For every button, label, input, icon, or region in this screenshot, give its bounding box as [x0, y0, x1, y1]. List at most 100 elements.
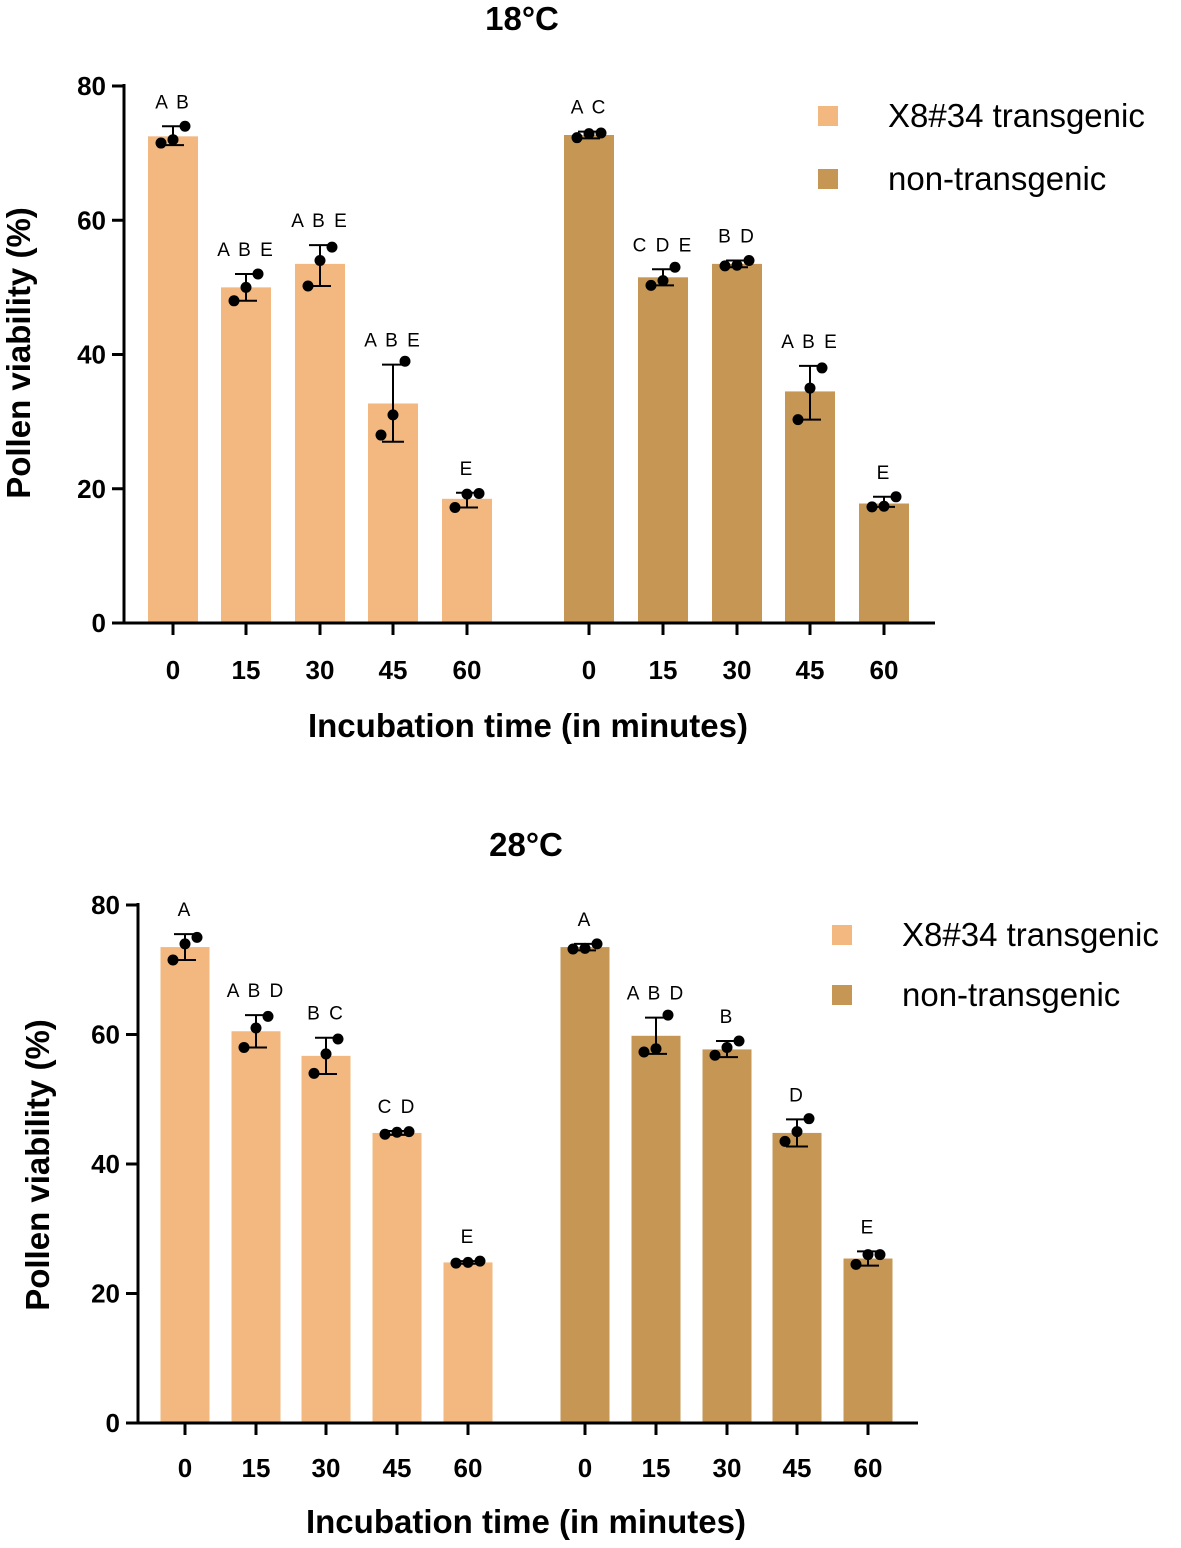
data-point [252, 268, 264, 280]
data-point [709, 1049, 721, 1061]
x-tick-label: 45 [796, 655, 825, 685]
x-tick-label: 60 [870, 655, 899, 685]
data-point [803, 1113, 815, 1125]
data-point [391, 1126, 403, 1138]
data-point [792, 414, 804, 426]
bar [221, 287, 271, 623]
bar [443, 1262, 493, 1423]
data-point [657, 275, 669, 287]
bar [148, 136, 198, 623]
significance-letter: E [460, 459, 475, 480]
data-point [375, 429, 387, 441]
y-axis-title: Pollen viability (%) [19, 1019, 56, 1311]
significance-letter: B D [718, 227, 756, 248]
x-tick-label: 0 [582, 655, 596, 685]
bar [301, 1055, 351, 1423]
bar [702, 1049, 752, 1423]
y-tick-label: 20 [91, 1279, 120, 1309]
x-tick-label: 15 [232, 655, 261, 685]
data-point [179, 120, 191, 132]
error-bars-and-points [167, 931, 886, 1270]
x-tick-label: 60 [854, 1453, 883, 1483]
data-point [155, 137, 167, 149]
significance-letter: A B E [217, 240, 275, 261]
x-tick-label: 45 [379, 655, 408, 685]
y-tick-label: 20 [77, 474, 106, 504]
x-tick-label: 45 [783, 1453, 812, 1483]
data-point [191, 931, 203, 943]
data-point [314, 255, 326, 267]
data-point [779, 1135, 791, 1147]
legend-label-non-transgenic: non-transgenic [902, 976, 1120, 1013]
data-point [645, 279, 657, 291]
significance-letter: E [461, 1227, 476, 1248]
data-point [850, 1258, 862, 1270]
y-tick-label: 80 [91, 890, 120, 920]
data-point [387, 409, 399, 421]
bar [843, 1258, 893, 1423]
bar [442, 498, 492, 623]
data-point [461, 488, 473, 500]
legend-swatch-transgenic [832, 925, 852, 945]
data-point [662, 1009, 674, 1021]
data-point [731, 259, 743, 271]
y-tick-label: 80 [77, 71, 106, 101]
significance-letter: A B [155, 92, 191, 113]
error-bars-and-points [155, 120, 902, 514]
significance-letter: C D [378, 1097, 417, 1118]
data-point [302, 280, 314, 292]
legend: X8#34 transgenic non-transgenic [818, 97, 1145, 197]
significance-letters: A A B D B C C D E A A B D B D E [178, 900, 874, 1248]
x-tick-label: 45 [383, 1453, 412, 1483]
y-tick-label: 40 [91, 1149, 120, 1179]
data-point [591, 938, 603, 950]
panel-28c: 28°C Pollen viability (%) Incubation tim… [19, 826, 1159, 1540]
x-tick-label: 0 [178, 1453, 192, 1483]
significance-letter: A B D [227, 981, 286, 1002]
data-point [638, 1046, 650, 1058]
data-point [332, 1033, 344, 1045]
bar [638, 277, 688, 623]
panel-18c: 18°C Pollen viability (%) Incubation tim… [0, 0, 1145, 744]
x-tick-label: 30 [306, 655, 335, 685]
y-axis-title: Pollen viability (%) [0, 207, 37, 499]
data-point [179, 938, 191, 950]
data-point [650, 1043, 662, 1055]
bar [631, 1035, 681, 1423]
bars [160, 947, 893, 1423]
data-point [250, 1022, 262, 1034]
x-tick-label: 0 [166, 655, 180, 685]
data-point [228, 295, 240, 307]
significance-letter: B [720, 1007, 735, 1028]
data-point [167, 134, 179, 146]
data-point [238, 1041, 250, 1053]
data-point [320, 1048, 332, 1060]
data-point [462, 1256, 474, 1268]
data-point [791, 1126, 803, 1138]
bar [785, 391, 835, 623]
x-tick-label: 60 [454, 1453, 483, 1483]
significance-letter: A C [571, 98, 608, 119]
significance-letter: A B E [291, 211, 349, 232]
legend-label-non-transgenic: non-transgenic [888, 160, 1106, 197]
data-point [167, 954, 179, 966]
bar [295, 263, 345, 623]
data-point [816, 362, 828, 374]
y-tick-label: 0 [92, 608, 106, 638]
axes: 0 15 30 45 60 0 15 30 45 60 0 20 40 60 80 [91, 890, 918, 1483]
data-point [890, 491, 902, 503]
x-tick-label: 30 [312, 1453, 341, 1483]
x-tick-label: 30 [723, 655, 752, 685]
axes: 0 15 30 45 60 0 15 30 45 60 0 20 40 60 80 [77, 71, 935, 685]
data-point [240, 281, 252, 293]
significance-letter: D [789, 1085, 805, 1106]
bar [859, 503, 909, 623]
data-point [262, 1010, 274, 1022]
bar [160, 947, 210, 1423]
data-point [583, 128, 595, 140]
data-point [567, 943, 579, 955]
data-point [866, 501, 878, 513]
data-point [399, 355, 411, 367]
legend: X8#34 transgenic non-transgenic [832, 916, 1159, 1013]
